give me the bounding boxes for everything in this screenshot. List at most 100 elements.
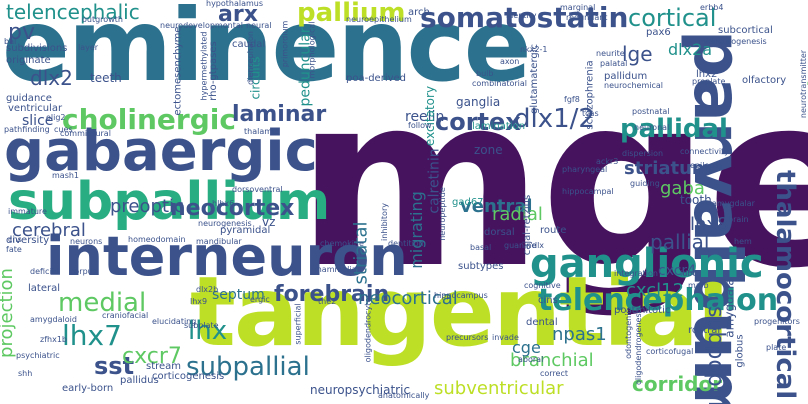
word-postmitotic: postmitotic bbox=[614, 305, 671, 316]
word-telencephalic: telencephalic bbox=[6, 0, 140, 24]
word-hippocampal: hippocampal bbox=[562, 187, 614, 196]
word-dlx: dlx bbox=[532, 241, 545, 250]
word-basal: basal bbox=[470, 243, 492, 252]
word-oligodendrogenesis: oligodendrogenesis bbox=[634, 306, 644, 386]
word-cortical: cortical bbox=[628, 4, 717, 32]
word-subdivisions: subdivisions bbox=[6, 43, 68, 54]
word-outgrowth: outgrowth bbox=[82, 15, 123, 24]
word-zone: zone bbox=[474, 143, 503, 157]
word-pyramidal: pyramidal bbox=[220, 225, 271, 236]
word-tangential: tangential bbox=[190, 256, 730, 368]
word-cxcl12: cxcl12 bbox=[626, 280, 685, 301]
word-neurogenesis: neurogenesis bbox=[198, 219, 252, 228]
word-neurotransmitter: neurotransmitter bbox=[799, 49, 808, 119]
word-neurochemical: neurochemical bbox=[604, 81, 663, 90]
word-pv: pv bbox=[8, 20, 35, 45]
word-connectivity: connectivity bbox=[680, 147, 729, 156]
word-bal: bal bbox=[4, 37, 17, 46]
word-cognitive: cognitive bbox=[524, 281, 561, 290]
word-hippocampus: hippocampus bbox=[434, 291, 488, 300]
word-cins: cins bbox=[538, 295, 558, 306]
word-neuropsychiatric: neuropsychiatric bbox=[310, 383, 411, 397]
word-pax6: pax6 bbox=[646, 27, 671, 38]
word-mafb: mafb bbox=[688, 281, 709, 290]
word-commissural: commissural bbox=[60, 129, 111, 138]
word-subtypes: subtypes bbox=[458, 261, 504, 272]
word-radial: radial bbox=[492, 204, 543, 225]
word-pallial: pallial bbox=[650, 230, 710, 254]
word-neuropeptide: neuropeptide bbox=[437, 187, 447, 241]
word-pathfinding: pathfinding bbox=[4, 125, 50, 134]
word-ganglia: ganglia bbox=[456, 95, 501, 109]
word-dlx2: dlx2 bbox=[30, 66, 73, 90]
word-mandibular: mandibular bbox=[196, 237, 242, 246]
word-vz: vz bbox=[262, 215, 276, 229]
word-telencephalon: telencephalon bbox=[538, 283, 779, 318]
word-lhx2: lhx2 bbox=[696, 69, 718, 80]
word-subpallial: subpallial bbox=[186, 352, 310, 382]
word-midneurogenesis: midneurogenesis bbox=[698, 37, 767, 46]
word-redundant: redundant bbox=[566, 13, 608, 22]
word-brain: brain bbox=[728, 215, 749, 224]
word-identity: identity bbox=[506, 11, 537, 20]
word-striatal: striatal bbox=[350, 221, 372, 285]
word-dispersion: dispersion bbox=[622, 149, 664, 158]
word-cge: cge bbox=[512, 338, 541, 357]
word-preplate: preplate bbox=[692, 77, 726, 86]
word-slice: slice bbox=[22, 113, 54, 129]
word-lhx8: lhx8 bbox=[690, 214, 729, 235]
word-reelin: reelin bbox=[405, 109, 445, 125]
word-preoptic: preoptic bbox=[110, 196, 184, 217]
word-progenitors: progenitors bbox=[754, 317, 800, 326]
word-hypermethylated: hypermethylated bbox=[199, 31, 209, 101]
word-follow: follow bbox=[408, 121, 432, 130]
word-thalamocortical: thalamocortical bbox=[770, 170, 800, 400]
word-neural: neural bbox=[246, 21, 272, 30]
word-odontogenic: odontogenic bbox=[623, 309, 633, 359]
word-olfactory: olfactory bbox=[742, 75, 787, 86]
word-precursors: precursors bbox=[446, 333, 489, 342]
word-ldb1: ldb1 bbox=[680, 269, 698, 278]
word-forebrain: forebrain bbox=[274, 282, 390, 307]
word-neuronal: neuronal bbox=[634, 123, 670, 132]
word-mge: mge bbox=[296, 44, 808, 321]
word-diversity: diversity bbox=[6, 235, 50, 246]
word-pallidal: pallidal bbox=[620, 114, 728, 144]
word-rho-gtpases: rho-gtpases bbox=[207, 41, 219, 101]
word-cortex: cortex bbox=[435, 108, 521, 136]
word-eminence: eminence bbox=[2, 0, 532, 104]
word-the2: the2 bbox=[318, 297, 337, 306]
word-marginal: marginal bbox=[560, 3, 596, 12]
word-branchial: branchial bbox=[510, 350, 594, 371]
word-invade: invade bbox=[492, 333, 519, 342]
word-hypothalamus: hypothalamus bbox=[206, 0, 264, 8]
word-chemokine: chemokine bbox=[320, 239, 364, 248]
word-cns: cns bbox=[8, 235, 22, 244]
word-globus: globus bbox=[734, 334, 746, 368]
word-excitatory: excitatory bbox=[423, 85, 438, 147]
word-morphological: morphological bbox=[307, 21, 317, 79]
word-gaba: gaba bbox=[660, 178, 705, 199]
word-psychiatric: psychiatric bbox=[16, 351, 60, 360]
word-superficial: superficial bbox=[293, 303, 303, 345]
word-sst: sst bbox=[94, 352, 135, 380]
word-tcas: tcas bbox=[582, 109, 599, 118]
word-glutamatergic: glutamatergic bbox=[529, 43, 541, 115]
word-arch: arch bbox=[408, 7, 430, 18]
word-cholinergic: cholinergic bbox=[62, 103, 236, 136]
word-fgf8: fgf8 bbox=[564, 95, 580, 104]
word-zfhx1b: zfhx1b bbox=[40, 335, 67, 344]
word-deficits: deficits bbox=[30, 267, 59, 276]
word-neocortical: neocortical bbox=[358, 288, 458, 309]
word-diencephalon: diencephalon bbox=[245, 31, 255, 85]
word-npas1: npas1 bbox=[552, 324, 607, 345]
word-postnatal: postnatal bbox=[632, 107, 670, 116]
word-arx: arx bbox=[218, 2, 258, 27]
word-originate: originate bbox=[6, 55, 51, 66]
word-ectomesenchyme: ectomesenchyme bbox=[172, 26, 184, 116]
word-somatostatin: somatostatin bbox=[420, 1, 629, 34]
word-migrating: migrating bbox=[406, 191, 426, 269]
word-subplate: subplate bbox=[184, 321, 219, 330]
word-cues: cues bbox=[54, 125, 73, 134]
